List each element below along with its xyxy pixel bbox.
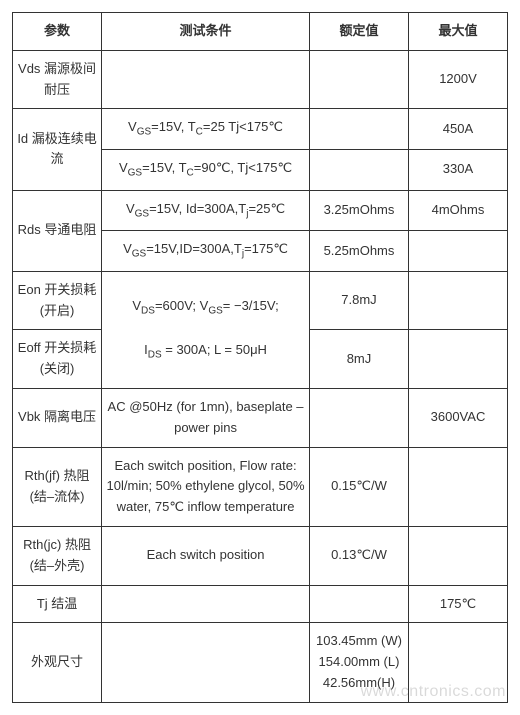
row-vbk: Vbk 隔离电压 AC @50Hz (for 1mn), baseplate –… — [13, 388, 508, 447]
cell-cond: VDS=600V; VGS= −3/15V; IDS = 300A; L = 5… — [102, 271, 310, 388]
cell-param: Tj 结温 — [13, 585, 102, 623]
cell-rated: 3.25mOhms — [309, 190, 408, 231]
cell-cond: VGS=15V, TC=25 Tj<175℃ — [102, 109, 310, 150]
cell-rated — [309, 388, 408, 447]
cell-param: Vbk 隔离电压 — [13, 388, 102, 447]
cell-max: 175℃ — [408, 585, 507, 623]
cell-cond: Each switch position — [102, 526, 310, 585]
cell-max: 1200V — [408, 50, 507, 109]
cell-max: 450A — [408, 109, 507, 150]
cell-param: Id 漏极连续电流 — [13, 109, 102, 190]
cell-cond — [102, 585, 310, 623]
row-rthjf: Rth(jf) 热阻 (结–流体) Each switch position, … — [13, 447, 508, 526]
cell-max — [408, 447, 507, 526]
cell-param: Eon 开关损耗(开启) — [13, 271, 102, 330]
cell-cond: VGS=15V, TC=90℃, Tj<175℃ — [102, 149, 310, 190]
row-rthjc: Rth(jc) 热阻 (结–外壳) Each switch position 0… — [13, 526, 508, 585]
row-dimensions: 外观尺寸 103.45mm (W) 154.00mm (L) 42.56mm(H… — [13, 623, 508, 702]
row-tj: Tj 结温 175℃ — [13, 585, 508, 623]
cell-cond: Each switch position, Flow rate: 10l/min… — [102, 447, 310, 526]
cell-rated — [309, 50, 408, 109]
cell-rated — [309, 585, 408, 623]
cell-rated — [309, 109, 408, 150]
cell-param: 外观尺寸 — [13, 623, 102, 702]
cell-rated: 103.45mm (W) 154.00mm (L) 42.56mm(H) — [309, 623, 408, 702]
cell-cond: AC @50Hz (for 1mn), baseplate – power pi… — [102, 388, 310, 447]
cell-rated — [309, 149, 408, 190]
cell-rated: 0.15℃/W — [309, 447, 408, 526]
dim-w: 103.45mm (W) — [316, 633, 402, 648]
cell-max — [408, 231, 507, 272]
cell-max — [408, 526, 507, 585]
cell-rated: 7.8mJ — [309, 271, 408, 330]
cell-max — [408, 330, 507, 389]
cell-max: 330A — [408, 149, 507, 190]
spec-table: 参数 测试条件 额定值 最大值 Vds 漏源极间耐压 1200V Id 漏极连续… — [12, 12, 508, 703]
cell-param: Rth(jc) 热阻 (结–外壳) — [13, 526, 102, 585]
cell-max: 3600VAC — [408, 388, 507, 447]
cell-param: Rth(jf) 热阻 (结–流体) — [13, 447, 102, 526]
cell-param: Vds 漏源极间耐压 — [13, 50, 102, 109]
cell-max — [408, 623, 507, 702]
row-vds: Vds 漏源极间耐压 1200V — [13, 50, 508, 109]
header-param: 参数 — [13, 13, 102, 51]
cell-cond: VGS=15V, Id=300A,Tj=25℃ — [102, 190, 310, 231]
cell-rated: 8mJ — [309, 330, 408, 389]
cell-cond: VGS=15V,ID=300A,Tj=175℃ — [102, 231, 310, 272]
row-id-1: Id 漏极连续电流 VGS=15V, TC=25 Tj<175℃ 450A — [13, 109, 508, 150]
cell-rated: 0.13℃/W — [309, 526, 408, 585]
row-eon: Eon 开关损耗(开启) VDS=600V; VGS= −3/15V; IDS … — [13, 271, 508, 330]
header-rated: 额定值 — [309, 13, 408, 51]
cell-max — [408, 271, 507, 330]
dim-h: 42.56mm(H) — [323, 675, 395, 690]
cell-cond — [102, 50, 310, 109]
row-rds-1: Rds 导通电阻 VGS=15V, Id=300A,Tj=25℃ 3.25mOh… — [13, 190, 508, 231]
cell-param: Eoff 开关损耗(关闭) — [13, 330, 102, 389]
header-condition: 测试条件 — [102, 13, 310, 51]
header-max: 最大值 — [408, 13, 507, 51]
dim-l: 154.00mm (L) — [319, 654, 400, 669]
cell-max: 4mOhms — [408, 190, 507, 231]
cell-param: Rds 导通电阻 — [13, 190, 102, 271]
cell-cond — [102, 623, 310, 702]
header-row: 参数 测试条件 额定值 最大值 — [13, 13, 508, 51]
cell-rated: 5.25mOhms — [309, 231, 408, 272]
